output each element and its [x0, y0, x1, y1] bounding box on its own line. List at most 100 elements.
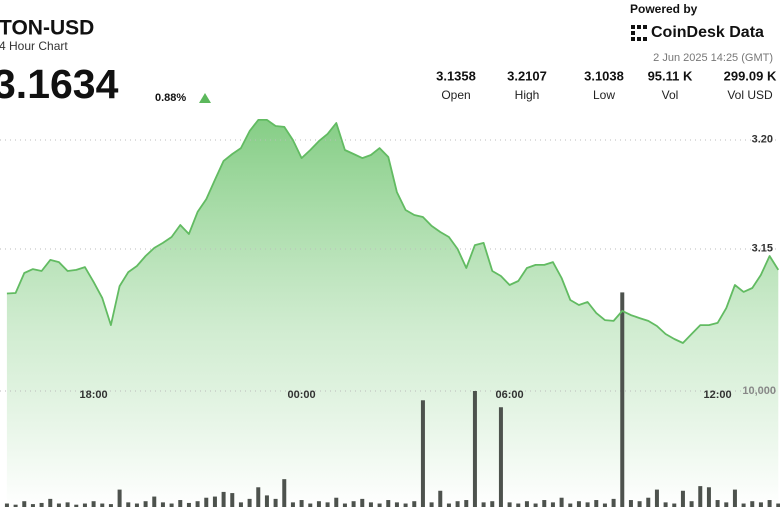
chart-subtitle: 4 Hour Chart	[0, 39, 68, 53]
volume-bar	[160, 502, 165, 507]
volume-bar	[30, 504, 35, 507]
y-tick-label: 3.15	[752, 242, 773, 254]
volume-bar	[368, 502, 373, 507]
timestamp: 2 Jun 2025 14:25 (GMT)	[653, 52, 773, 64]
volume-bar	[117, 489, 122, 507]
volume-bar	[663, 502, 668, 507]
volume-bar	[516, 503, 521, 507]
brand-name: CoinDesk Data	[651, 24, 764, 41]
stat-label: Open	[441, 88, 470, 102]
y2-tick-label: 10,000	[742, 385, 776, 397]
volume-bar	[776, 503, 780, 507]
volume-bar	[65, 502, 70, 507]
volume-bar	[386, 500, 391, 507]
volume-bar	[178, 500, 183, 507]
volume-bar	[446, 503, 451, 507]
volume-bar	[628, 500, 633, 507]
volume-bar	[455, 501, 460, 507]
volume-bar	[698, 486, 703, 507]
x-tick-label: 18:00	[80, 389, 108, 401]
volume-bar	[680, 490, 685, 507]
volume-bar	[56, 503, 61, 507]
volume-bar	[308, 503, 313, 507]
volume-bar	[498, 407, 503, 507]
volume-bar	[221, 491, 226, 507]
chart-title: TON-USD	[0, 17, 94, 40]
volume-bar	[637, 501, 642, 507]
volume-bar	[568, 503, 573, 507]
volume-bar	[212, 496, 217, 507]
volume-bar	[403, 503, 408, 507]
volume-bar	[758, 502, 763, 507]
stat-label: Vol USD	[727, 88, 773, 102]
volume-bar	[204, 497, 209, 507]
volume-bar	[143, 501, 148, 507]
x-tick-label: 06:00	[496, 389, 524, 401]
volume-bar	[550, 502, 555, 507]
volume-bar	[74, 504, 79, 507]
volume-bar	[412, 501, 417, 507]
volume-bar	[420, 400, 425, 507]
volume-bar	[247, 498, 252, 507]
plot-area	[0, 119, 780, 507]
stat-value: 299.09 K	[724, 68, 777, 83]
volume-bar	[542, 500, 547, 507]
volume-bar	[429, 502, 434, 507]
volume-bar	[22, 501, 27, 507]
price-area	[6, 119, 779, 507]
volume-bar	[230, 493, 235, 507]
volume-bar	[481, 502, 486, 507]
volume-bar	[732, 489, 737, 507]
brand-logo	[631, 25, 647, 41]
volume-bar	[195, 501, 200, 507]
volume-bar	[767, 500, 772, 507]
volume-bar	[620, 292, 625, 507]
stat-label: High	[515, 88, 540, 102]
volume-bar	[282, 479, 287, 507]
stat-label: Vol	[662, 88, 679, 102]
stat-label: Low	[593, 88, 615, 102]
volume-bar	[438, 490, 443, 507]
volume-bar	[264, 495, 269, 507]
volume-bar	[238, 502, 243, 507]
volume-bar	[654, 489, 659, 507]
volume-bar	[585, 502, 590, 507]
volume-bar	[706, 487, 711, 507]
volume-bar	[48, 498, 53, 507]
price-line	[6, 119, 780, 344]
stat-value: 95.11 K	[648, 68, 693, 83]
volume-bar	[39, 502, 44, 507]
volume-bar	[377, 503, 382, 507]
volume-bar	[4, 503, 9, 507]
volume-bar	[750, 501, 755, 507]
volume-bar	[689, 501, 694, 507]
volume-bar	[576, 501, 581, 507]
volume-bar	[394, 502, 399, 507]
x-tick-label: 12:00	[704, 389, 732, 401]
volume-bar	[256, 487, 261, 507]
volume-bar	[290, 502, 295, 507]
up-arrow	[199, 93, 211, 103]
volume-bar	[464, 500, 469, 507]
volume-bar	[299, 500, 304, 507]
powered-by: Powered by	[630, 2, 698, 16]
volume-bar	[351, 501, 356, 507]
volume-bar	[91, 501, 96, 507]
x-tick-label: 00:00	[288, 389, 316, 401]
volume-bar	[594, 500, 599, 507]
volume-bar	[490, 501, 495, 507]
volume-bar	[13, 504, 18, 507]
volume-bar	[672, 503, 677, 507]
volume-bar	[334, 497, 339, 507]
volume-bar	[325, 502, 330, 507]
stat-value: 3.1038	[584, 68, 624, 83]
stat-value: 3.2107	[507, 68, 547, 83]
volume-bar	[360, 498, 365, 507]
volume-bar	[134, 503, 139, 507]
volume-bar	[559, 497, 564, 507]
volume-bar	[472, 391, 477, 507]
volume-bar	[82, 503, 87, 507]
stat-value: 3.1358	[436, 68, 476, 83]
